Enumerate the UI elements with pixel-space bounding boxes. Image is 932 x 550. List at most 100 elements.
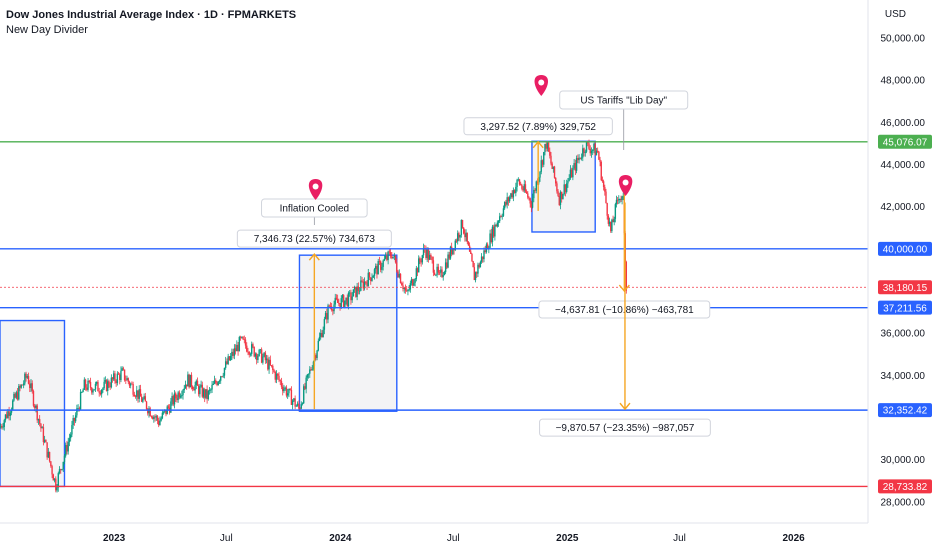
candle-body <box>460 220 463 236</box>
candle-body <box>21 384 24 386</box>
candle-body <box>119 374 121 381</box>
candle-body <box>280 381 283 387</box>
candle-body <box>346 297 348 307</box>
candle-body <box>625 261 628 291</box>
candle-body <box>173 393 176 405</box>
candle-body <box>399 273 402 284</box>
candle-body <box>365 281 367 283</box>
candle-body <box>524 184 527 192</box>
candle-body <box>227 356 229 364</box>
candle-body <box>588 143 590 149</box>
measure-label-1: 7,346.73 (22.57%) 734,673 <box>254 234 376 245</box>
candle-body <box>428 254 431 260</box>
candle-body <box>452 248 454 255</box>
level-tag-5 <box>878 403 932 418</box>
candle-body <box>74 415 77 422</box>
candle-body <box>275 373 278 380</box>
candle-body <box>84 379 87 388</box>
candle-body <box>351 296 353 301</box>
candle-body <box>294 398 296 407</box>
candle-body <box>289 388 291 390</box>
candle-body <box>347 292 350 307</box>
measure-arrow-2 <box>532 140 544 149</box>
candle-body <box>202 389 205 397</box>
candle-body <box>513 190 516 194</box>
candle-body <box>540 160 542 172</box>
candle-body <box>510 193 512 198</box>
candle-body <box>52 474 55 481</box>
candle-body <box>392 256 394 259</box>
candle-body <box>137 390 139 399</box>
candle-body <box>421 255 424 263</box>
candle-body <box>397 271 399 278</box>
candle-body <box>43 439 46 443</box>
candle-body <box>176 398 178 400</box>
candle-body <box>461 220 464 228</box>
candle-body <box>20 384 22 388</box>
candle-body <box>418 258 420 273</box>
candle-body <box>561 191 563 200</box>
candle-body <box>211 384 213 390</box>
candle-body <box>619 199 621 200</box>
candle-body <box>607 215 610 224</box>
candle-body <box>161 412 164 419</box>
candle-body <box>298 403 300 409</box>
candle-body <box>610 221 612 232</box>
annotation-box-2 <box>559 90 689 110</box>
candle-body <box>34 405 36 408</box>
candle-body <box>521 184 523 189</box>
candle-body <box>222 375 224 377</box>
candle-body <box>552 166 555 169</box>
candle-body <box>440 269 442 273</box>
candle-body <box>584 151 586 153</box>
candle-body <box>322 329 324 338</box>
candle-body <box>361 280 363 282</box>
candle-body <box>104 380 107 382</box>
candle-body <box>589 148 591 154</box>
candle-body <box>273 370 275 373</box>
candle-body <box>195 380 197 386</box>
candle-body <box>239 337 242 338</box>
candle-body <box>159 420 161 426</box>
event-pin-inflation-icon-hole <box>312 183 319 190</box>
candle-body <box>3 420 5 428</box>
candle-body <box>505 201 507 205</box>
candle-body <box>242 336 244 340</box>
candle-body <box>447 254 449 268</box>
candle-body <box>58 469 61 474</box>
candle-body <box>220 376 222 381</box>
candle-body <box>246 345 248 352</box>
candle-body <box>577 158 579 161</box>
candle-body <box>129 383 132 386</box>
candle-body <box>550 155 552 164</box>
candle-body <box>473 267 476 281</box>
candle-body <box>226 361 228 364</box>
candle-body <box>382 260 384 267</box>
candle-body <box>531 198 534 208</box>
indicator-label[interactable]: New Day Divider <box>6 24 88 36</box>
candle-body <box>210 389 212 391</box>
candle-body <box>194 385 196 391</box>
candle-body <box>117 373 120 375</box>
candle-body <box>307 373 310 375</box>
candle-body <box>228 356 231 361</box>
candle-body <box>36 405 38 421</box>
candle-body <box>344 300 346 307</box>
candle-body <box>61 469 63 471</box>
candle-body <box>290 389 293 405</box>
candle-body <box>360 280 362 291</box>
candle-body <box>545 144 547 149</box>
candle-body <box>175 393 177 399</box>
x-tick-label-6: Jul <box>673 533 686 544</box>
measure-box-1 <box>236 229 392 248</box>
candle-body <box>108 381 110 387</box>
x-tick-label-7: 2026 <box>782 533 805 544</box>
candle-body <box>408 289 410 291</box>
candle-body <box>274 372 276 380</box>
candle-body <box>291 400 294 405</box>
candle-body <box>223 367 226 376</box>
chart-title: Dow Jones Industrial Average Index · 1D … <box>6 9 297 21</box>
candle-body <box>31 383 33 392</box>
candle-body <box>476 272 478 274</box>
